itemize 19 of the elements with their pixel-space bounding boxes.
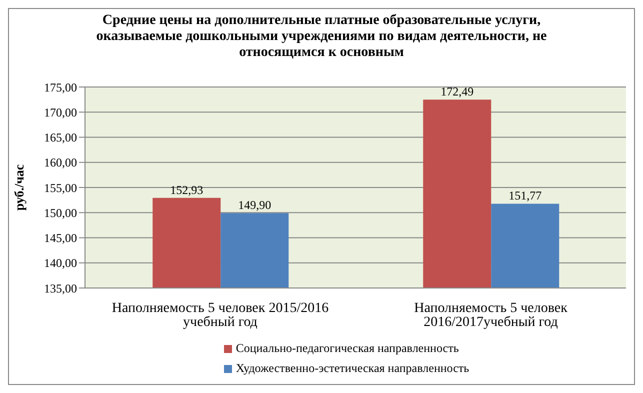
data-label: 152,93 (170, 182, 204, 197)
data-label: 172,49 (440, 84, 474, 99)
y-tick-label: 150,00 (44, 206, 77, 220)
y-tick-label: 140,00 (44, 256, 77, 270)
legend-label: Художественно-эстетическая направленность (236, 361, 470, 375)
y-tick-label: 160,00 (44, 156, 77, 170)
legend-label: Социально-педагогическая направленность (236, 341, 459, 355)
data-label: 151,77 (508, 188, 542, 203)
y-tick-label: 165,00 (44, 130, 77, 145)
data-label: 149,90 (238, 198, 272, 212)
y-tick-label: 155,00 (44, 180, 77, 195)
x-tick-label: Наполняемость 5 человек 2016/2017учебный год (414, 300, 568, 330)
y-axis-title: руб./час (12, 164, 27, 211)
chart-title: Средние цены на дополнительные платные образовательные услуги, оказываемые дошкольными учреждениями по видам деятельности, не относящимся к основным (95, 13, 548, 62)
y-tick-label: 145,00 (44, 231, 77, 246)
y-tick-label: 175,00 (44, 80, 77, 94)
y-tick-label: 170,00 (44, 105, 77, 120)
y-tick-label: 135,00 (44, 281, 77, 296)
x-tick-label: Наполняемость 5 человек 2015/2016 учебный год (112, 300, 329, 330)
